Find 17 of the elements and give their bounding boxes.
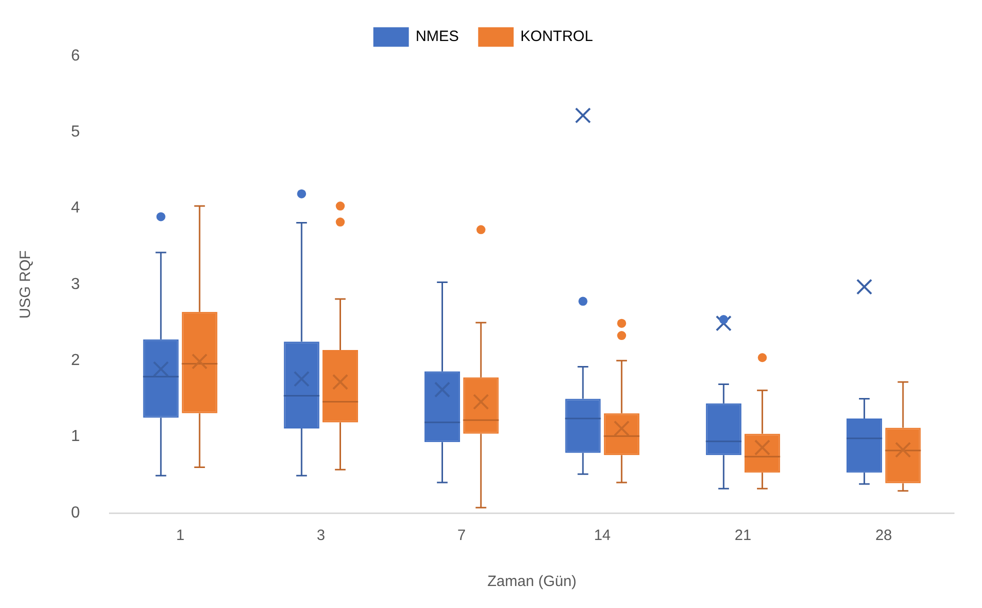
y-tick-label: 1 — [70, 428, 80, 446]
x-tick-label: 3 — [316, 527, 326, 544]
y-tick-label: 5 — [70, 124, 80, 141]
y-axis-title: USG RQF — [17, 250, 34, 319]
x-tick-label: 21 — [734, 527, 752, 544]
y-tick-label: 3 — [70, 276, 80, 293]
x-tick-label: 1 — [176, 527, 184, 544]
x-tick-label: 14 — [594, 527, 611, 544]
y-tick-label: 4 — [70, 200, 80, 217]
y-tick-label: 6 — [70, 47, 80, 64]
x-tick-label: 28 — [875, 527, 892, 544]
x-axis-title: Zaman (Gün) — [487, 573, 577, 590]
y-tick-label: 2 — [70, 352, 80, 370]
legend-label: NMES — [416, 28, 459, 46]
x-tick-label: 7 — [457, 527, 466, 544]
y-tick-label: 0 — [70, 504, 80, 522]
legend-label: KONTROL — [520, 28, 593, 46]
